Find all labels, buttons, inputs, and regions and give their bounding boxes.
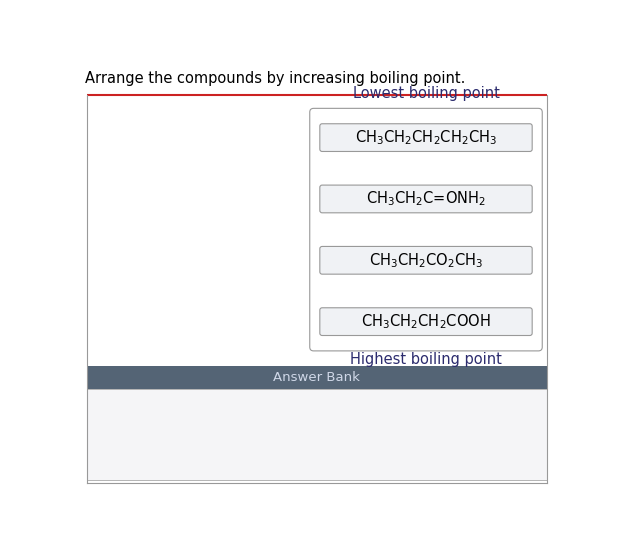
FancyBboxPatch shape — [320, 246, 532, 274]
Bar — [87, 366, 547, 389]
Text: Arrange the compounds by increasing boiling point.: Arrange the compounds by increasing boil… — [85, 72, 465, 86]
FancyBboxPatch shape — [320, 124, 532, 151]
Text: Highest boiling point: Highest boiling point — [350, 351, 502, 367]
Text: CH$_3$CH$_2$CH$_2$CH$_2$CH$_3$: CH$_3$CH$_2$CH$_2$CH$_2$CH$_3$ — [355, 128, 497, 147]
Text: Lowest boiling point: Lowest boiling point — [352, 86, 499, 101]
FancyBboxPatch shape — [320, 185, 532, 213]
Text: Answer Bank: Answer Bank — [273, 371, 360, 384]
FancyBboxPatch shape — [310, 108, 542, 351]
Text: CH$_3$CH$_2$CO$_2$CH$_3$: CH$_3$CH$_2$CO$_2$CH$_3$ — [369, 251, 483, 270]
FancyBboxPatch shape — [320, 308, 532, 336]
Bar — [87, 389, 547, 480]
Text: CH$_3$CH$_2$CH$_2$COOH: CH$_3$CH$_2$CH$_2$COOH — [361, 312, 491, 331]
Text: CH$_3$CH$_2$C=ONH$_2$: CH$_3$CH$_2$C=ONH$_2$ — [366, 190, 486, 208]
